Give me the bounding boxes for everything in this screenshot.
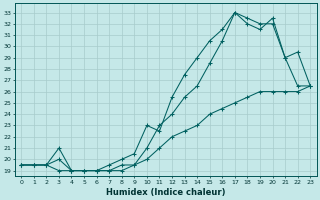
- X-axis label: Humidex (Indice chaleur): Humidex (Indice chaleur): [106, 188, 226, 197]
